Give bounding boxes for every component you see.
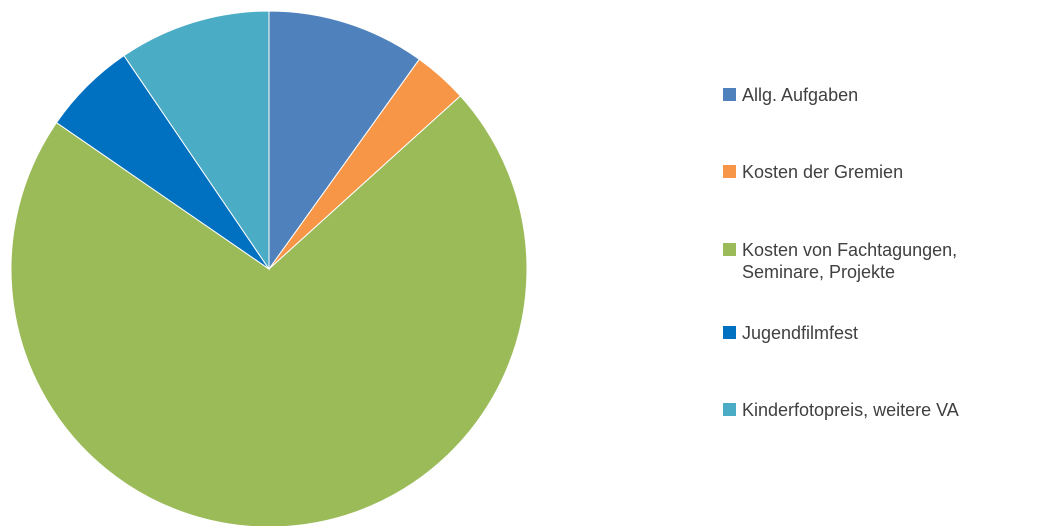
legend-item: Allg. Aufgaben [723,84,1043,106]
legend-item: Kosten von Fachtagungen, Seminare, Proje… [723,239,1043,283]
pie-area [10,10,528,526]
legend-label: Kosten der Gremien [742,162,904,182]
legend-item: Kinderfotopreis, weitere VA [723,399,1043,421]
legend-label: Jugendfilmfest [742,323,859,343]
legend-label: Kinderfotopreis, weitere VA [742,400,959,420]
legend-swatch [723,403,736,416]
legend-label: Allg. Aufgaben [742,85,859,105]
legend-swatch [723,88,736,101]
legend-item: Kosten der Gremien [723,161,1043,183]
legend-swatch [723,326,736,339]
pie-slice [123,10,270,271]
pie-slice [268,10,421,271]
pie-slice [10,95,528,526]
legend-label: Kosten von Fachtagungen, Seminare, Proje… [742,240,958,282]
legend-swatch [723,165,736,178]
legend-item: Jugendfilmfest [723,322,1043,344]
legend-swatch [723,243,736,256]
